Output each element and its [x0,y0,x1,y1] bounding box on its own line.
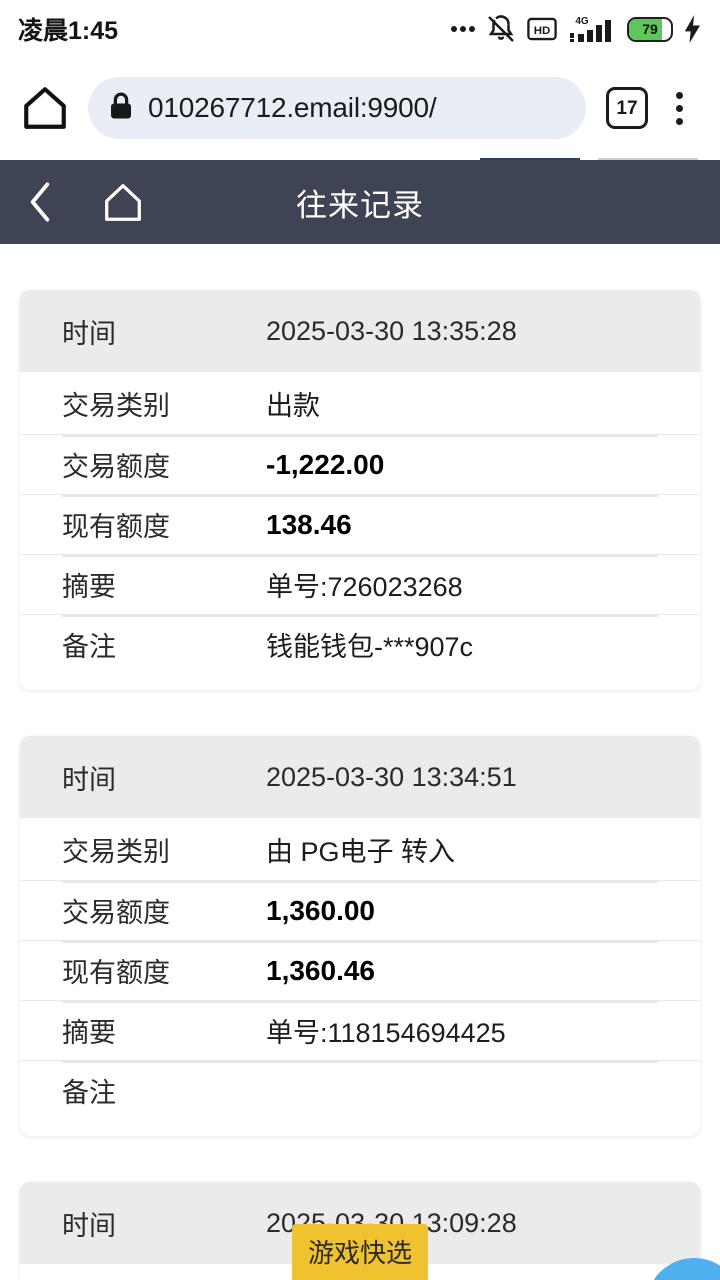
value-type: 出款 [266,390,320,421]
card-padding [20,1120,700,1136]
status-bar: 凌晨1:45 HD 4G [0,0,720,58]
game-quick-select-tab[interactable]: 游戏快选 [291,1224,429,1280]
battery-fill [629,18,663,40]
tab-switcher-button[interactable]: 17 [606,87,648,129]
card-header-row: 时间 2025-03-30 13:34:51 [20,736,700,818]
tab-count-label: 17 [616,97,638,119]
label-amount: 交易额度 [62,452,170,482]
row-type: 交易类别 由 PG电子 转入 [20,818,700,880]
row-divider [62,941,658,943]
row-divider [62,555,658,557]
browser-toolbar: 010267712.email:9900/ 17 [0,58,720,158]
label-type: 交易类别 [62,836,170,867]
svg-text:HD: HD [534,25,551,37]
card-header-row: 时间 2025-03-30 13:35:28 [20,290,700,372]
row-amount: 交易额度 -1,222.00 [20,434,700,494]
back-chevron-icon[interactable] [0,160,80,244]
value-summary: 单号:118154694425 [266,1018,506,1048]
row-summary: 摘要 单号:118154694425 [20,1000,700,1060]
status-clock: 凌晨1:45 [18,17,119,45]
value-amount: 1,360.00 [266,894,375,926]
value-summary: 单号:726023268 [266,572,463,602]
transaction-card: 时间 2025-03-30 13:34:51 交易类别 由 PG电子 转入 交易… [20,736,700,1136]
row-type: 交易类别 出款 [20,372,700,434]
row-divider [62,1001,658,1003]
value-remark: 钱能钱包-***907c [266,632,474,662]
hd-icon: HD [527,17,557,41]
url-bar[interactable]: 010267712.email:9900/ [88,77,586,139]
value-amount: -1,222.00 [266,448,385,480]
svg-text:4G: 4G [575,16,589,27]
label-balance: 现有额度 [62,958,170,988]
label-summary: 摘要 [62,1018,116,1048]
row-divider [62,435,658,437]
row-remark: 备注 [20,1060,700,1120]
game-quick-select-label: 游戏快选 [307,1238,413,1268]
more-dots-icon [451,26,475,32]
battery-percent: 79 [642,21,658,37]
value-type: 由 PG电子 转入 [266,836,456,867]
row-summary: 摘要 单号:726023268 [20,554,700,614]
label-summary: 摘要 [62,572,116,602]
row-divider [62,615,658,617]
label-time: 时间 [62,764,116,795]
label-remark: 备注 [62,1078,116,1108]
label-amount: 交易额度 [62,898,170,928]
value-time: 2025-03-30 13:34:51 [266,761,517,792]
row-divider [62,1061,658,1063]
battery-icon: 79 [627,16,673,42]
lock-icon [108,91,134,126]
row-divider [62,881,658,883]
url-text: 010267712.email:9900/ [148,92,437,123]
label-type: 交易类别 [62,1276,266,1280]
browser-home-button[interactable] [16,79,74,137]
label-type: 交易类别 [62,390,170,421]
home-outline-icon[interactable] [80,160,166,244]
row-balance: 现有额度 1,360.46 [20,940,700,1000]
transaction-card: 时间 2025-03-30 13:35:28 交易类别 出款 交易额度 -1,2… [20,290,700,690]
label-balance: 现有额度 [62,512,170,542]
value-time: 2025-03-30 13:35:28 [266,315,517,346]
label-time: 时间 [62,318,116,349]
card-padding [20,674,700,690]
overflow-menu-icon[interactable] [654,79,704,137]
transaction-list[interactable]: 时间 2025-03-30 13:35:28 交易类别 出款 交易额度 -1,2… [0,244,720,1280]
row-amount: 交易额度 1,360.00 [20,880,700,940]
app-header: 往来记录 [0,160,720,244]
status-icons: HD 4G 79 [451,14,702,44]
charging-bolt-icon [684,15,702,43]
bell-muted-icon [486,14,516,44]
row-remark: 备注 钱能钱包-***907c [20,614,700,674]
label-time: 时间 [62,1210,116,1241]
webpage-viewport: 往来记录 时间 2025-03-30 13:35:28 交易类别 出款 交易额度… [0,158,720,1280]
page-title: 往来记录 [296,187,424,223]
value-balance: 138.46 [266,508,352,540]
row-divider [62,495,658,497]
value-balance: 1,360.46 [266,954,375,986]
row-balance: 现有额度 138.46 [20,494,700,554]
signal-4g-icon: 4G [568,14,616,44]
label-remark: 备注 [62,632,116,662]
